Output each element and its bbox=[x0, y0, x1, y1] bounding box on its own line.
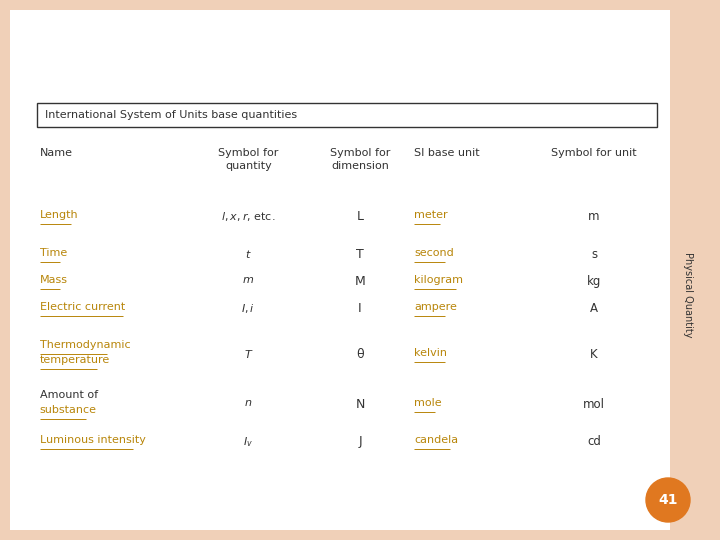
Text: kilogram: kilogram bbox=[414, 275, 463, 285]
Text: 41: 41 bbox=[658, 493, 678, 507]
Text: $\mathit{T}$: $\mathit{T}$ bbox=[243, 348, 253, 360]
Text: L: L bbox=[356, 210, 364, 223]
Text: candela: candela bbox=[414, 435, 458, 445]
Text: s: s bbox=[591, 248, 597, 261]
Text: Name: Name bbox=[40, 148, 73, 158]
Text: Symbol for
dimension: Symbol for dimension bbox=[330, 148, 390, 171]
Text: M: M bbox=[355, 275, 365, 288]
Text: $\mathit{l, x, r}$, etc.: $\mathit{l, x, r}$, etc. bbox=[221, 210, 276, 223]
Text: SI base unit: SI base unit bbox=[414, 148, 480, 158]
Text: Time: Time bbox=[40, 248, 67, 258]
Text: substance: substance bbox=[40, 405, 96, 415]
Text: Symbol for unit: Symbol for unit bbox=[552, 148, 636, 158]
Text: International System of Units base quantities: International System of Units base quant… bbox=[45, 110, 297, 120]
Text: I: I bbox=[358, 302, 362, 315]
Text: Electric current: Electric current bbox=[40, 302, 125, 312]
Text: A: A bbox=[590, 302, 598, 315]
Text: $\mathit{I}_{v}$: $\mathit{I}_{v}$ bbox=[243, 435, 253, 449]
Text: mole: mole bbox=[414, 397, 441, 408]
Text: N: N bbox=[355, 397, 365, 410]
Text: J: J bbox=[358, 435, 362, 448]
Text: T: T bbox=[356, 248, 364, 261]
Text: Mass: Mass bbox=[40, 275, 68, 285]
Text: mol: mol bbox=[583, 397, 605, 410]
Circle shape bbox=[646, 478, 690, 522]
Text: meter: meter bbox=[414, 210, 448, 220]
Bar bbox=[37, 103, 657, 127]
Text: m: m bbox=[588, 210, 600, 223]
Text: $\mathit{I, i}$: $\mathit{I, i}$ bbox=[241, 302, 256, 315]
Text: θ: θ bbox=[356, 348, 364, 361]
Text: $\mathit{n}$: $\mathit{n}$ bbox=[244, 397, 253, 408]
Text: Symbol for
quantity: Symbol for quantity bbox=[218, 148, 279, 171]
Text: $\mathit{t}$: $\mathit{t}$ bbox=[245, 248, 252, 260]
Text: Length: Length bbox=[40, 210, 78, 220]
Text: Luminous intensity: Luminous intensity bbox=[40, 435, 145, 445]
Text: kg: kg bbox=[587, 275, 601, 288]
Text: $\mathit{m}$: $\mathit{m}$ bbox=[243, 275, 254, 285]
Text: Thermodynamic: Thermodynamic bbox=[40, 340, 130, 350]
Text: ampere: ampere bbox=[414, 302, 457, 312]
Text: second: second bbox=[414, 248, 454, 258]
Text: kelvin: kelvin bbox=[414, 348, 447, 357]
Text: K: K bbox=[590, 348, 598, 361]
Text: cd: cd bbox=[587, 435, 601, 448]
Text: Amount of: Amount of bbox=[40, 390, 98, 400]
Text: temperature: temperature bbox=[40, 355, 110, 365]
Text: Physical Quantity: Physical Quantity bbox=[683, 252, 693, 338]
